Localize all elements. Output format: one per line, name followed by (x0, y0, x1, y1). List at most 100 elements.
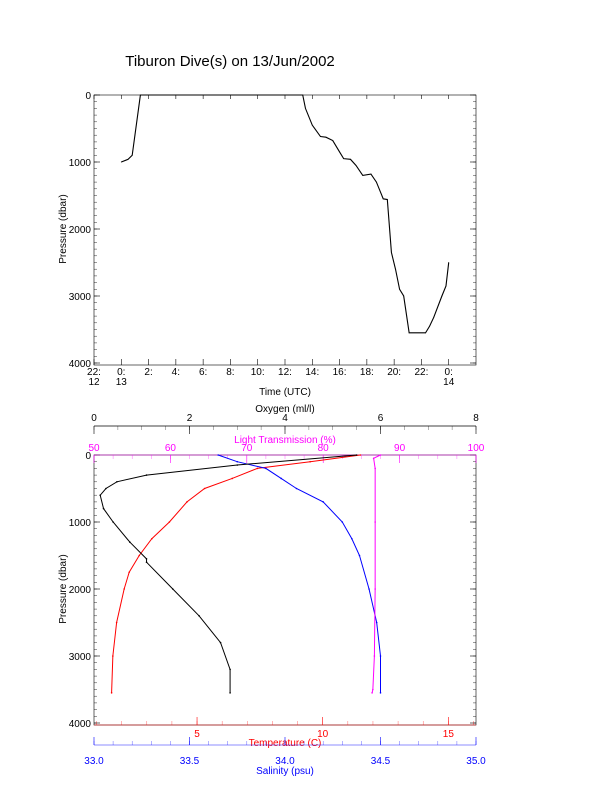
data-point (302, 94, 304, 96)
data-point (343, 158, 345, 160)
data-point (429, 325, 431, 327)
oxygen-data-point (105, 487, 107, 490)
temperature-data-point (123, 588, 125, 590)
data-point (408, 332, 410, 334)
x-axis-title: Time (UTC) (259, 387, 311, 398)
salinity-data-point (322, 501, 325, 503)
oxygen-axis-title: Oxygen (ml/l) (255, 404, 314, 415)
y-tick-label: 2000 (69, 585, 92, 596)
data-point (127, 158, 129, 160)
data-point (445, 285, 447, 287)
plot-frame (93, 454, 477, 726)
x-tick-label: 22: (87, 367, 101, 378)
temperature-data-point (168, 521, 171, 523)
salinity-data-point (358, 554, 361, 557)
temperature-data-point (112, 655, 114, 657)
temperature-tick-label: 15 (443, 729, 455, 740)
x-tick-date-label: 13 (116, 377, 128, 388)
y-tick-label: 3000 (69, 292, 92, 303)
salinity-data-point (379, 655, 382, 657)
salinity-data-point (295, 487, 298, 490)
temperature-tick-label: 5 (194, 729, 200, 740)
oxygen-data-point (171, 588, 174, 590)
oxygen-data-point (198, 615, 200, 617)
x-tick-label: 18: (360, 367, 374, 378)
data-point (332, 140, 334, 141)
oxygen-tick-label: 2 (187, 413, 193, 424)
oxygen-data-point (219, 641, 222, 644)
plot-frame (93, 94, 477, 366)
oxygen-data-point (355, 454, 358, 456)
temperature-data-point (203, 487, 206, 490)
data-point (311, 124, 313, 126)
y-tick-label: 1000 (69, 158, 92, 169)
y-tick-label: 3000 (69, 652, 92, 663)
x-tick-label: 12: (278, 367, 292, 378)
oxygen-data-point (145, 558, 148, 560)
salinity-data-point (341, 521, 344, 523)
oxygen-data-point (145, 474, 148, 476)
x-tick-label: 6: (199, 367, 207, 378)
salinity-tick-label: 34.0 (275, 756, 295, 767)
profile-line-oxygen (99, 454, 357, 693)
data-point (386, 199, 388, 200)
temperature-data-point (359, 454, 362, 456)
temperature-data-point (186, 501, 188, 503)
salinity-data-point (379, 692, 382, 694)
series-line-pressure (121, 94, 450, 334)
oxygen-data-point (145, 561, 148, 563)
data-point (139, 94, 141, 96)
data-point (325, 136, 327, 138)
data-point (362, 175, 364, 176)
x-tick-label: 0: (445, 367, 453, 378)
y-tick-label: 4000 (69, 359, 92, 370)
y-tick-label: 0 (85, 451, 91, 462)
x-tick-label: 10: (251, 367, 265, 378)
oxygen-data-point (112, 521, 114, 523)
data-point (441, 295, 443, 297)
salinity-tick-label: 33.0 (84, 756, 104, 767)
y-tick-label: 1000 (69, 518, 92, 529)
x-tick-label: 16: (333, 367, 347, 378)
y-tick-label: 4000 (69, 719, 92, 730)
y-tick-label: 0 (85, 91, 91, 102)
light-data-point (374, 467, 376, 470)
y-tick-label: 2000 (69, 225, 92, 236)
x-tick-label: 2: (144, 367, 152, 378)
y-axis-title: Pressure (dbar) (58, 194, 69, 263)
data-point (350, 158, 351, 160)
oxygen-data-point (129, 541, 131, 543)
light-data-point (371, 692, 373, 694)
salinity-data-point (217, 454, 219, 456)
salinity-axis-title: Salinity (psu) (256, 766, 314, 777)
temperature-data-point (138, 554, 141, 557)
light-tick-label: 70 (241, 443, 253, 454)
oxygen-data-point (229, 668, 231, 671)
y-axis-title: Pressure (dbar) (58, 554, 69, 623)
temperature-data-point (128, 571, 130, 574)
ctd-profile-chart: 0 1000 2000 3000 4000 Pressure (dbar) 0 2 4 6 8 Oxy… (58, 404, 486, 777)
oxygen-data-point (99, 494, 102, 497)
data-point (305, 108, 306, 109)
light-data-point (373, 655, 376, 657)
temperature-tick-label: 10 (317, 729, 329, 740)
temperature-data-point (256, 467, 259, 470)
temperature-data-point (231, 477, 234, 480)
light-data-point (372, 688, 374, 691)
light-tick-label: 100 (468, 443, 485, 454)
light-data-point (374, 521, 376, 523)
temperature-data-point (309, 460, 311, 463)
data-point (131, 154, 133, 156)
temperature-data-point (115, 621, 118, 624)
light-tick-label: 90 (394, 443, 406, 454)
x-tick-label: 14: (305, 367, 319, 378)
data-point (134, 134, 136, 136)
salinity-tick-label: 35.0 (466, 756, 486, 767)
data-point (382, 198, 384, 200)
data-point (339, 151, 340, 153)
profile-line-temperature (111, 454, 361, 693)
oxygen-data-point (236, 464, 239, 466)
data-point (355, 164, 357, 166)
x-tick-label: 20: (387, 367, 401, 378)
